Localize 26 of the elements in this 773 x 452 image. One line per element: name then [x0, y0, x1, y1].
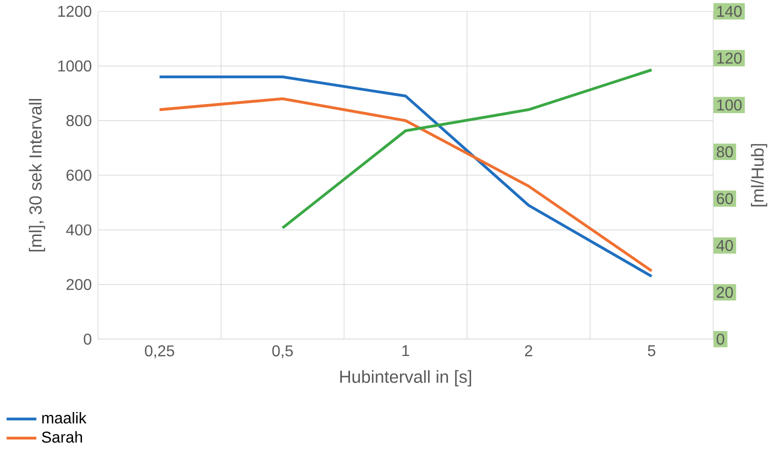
y-tick-label: 800	[66, 115, 92, 126]
y-tick-label: 200	[66, 278, 92, 290]
legend-label: maalik	[42, 412, 86, 424]
legend-label: Sarah	[42, 431, 82, 443]
y2-tick-label: 140	[717, 6, 742, 17]
y2-tick-label: 20	[716, 286, 733, 298]
y-tick-label: 400	[66, 224, 92, 236]
x-tick-label: 1	[402, 345, 410, 356]
x-axis-title: Hubintervall in [s]	[340, 370, 472, 386]
y2-tick-label: 100	[717, 99, 742, 111]
line-series	[281, 68, 654, 230]
y-tick-label: 600	[66, 170, 92, 181]
x-tick-label: 0,25	[144, 345, 174, 358]
y2-tick-label: 120	[717, 52, 742, 64]
y2-tick-label: 0	[716, 334, 724, 345]
x-tick-label: 2	[525, 345, 532, 356]
x-tick-label: 0,5	[272, 345, 293, 358]
y2-tick-label: 60	[716, 193, 733, 204]
y-tick-label: 1000	[58, 60, 92, 72]
y2-axis-title: [ml/Hub]	[750, 144, 768, 206]
y-tick-label: 1200	[58, 6, 92, 17]
y-tick-label: 0	[84, 334, 92, 345]
x-tick-label: 5	[648, 345, 656, 356]
y2-tick-label: 40	[716, 240, 733, 251]
y-axis-title: [ml], 30 sek Intervall	[28, 98, 46, 252]
y2-tick-label: 80	[716, 146, 733, 158]
